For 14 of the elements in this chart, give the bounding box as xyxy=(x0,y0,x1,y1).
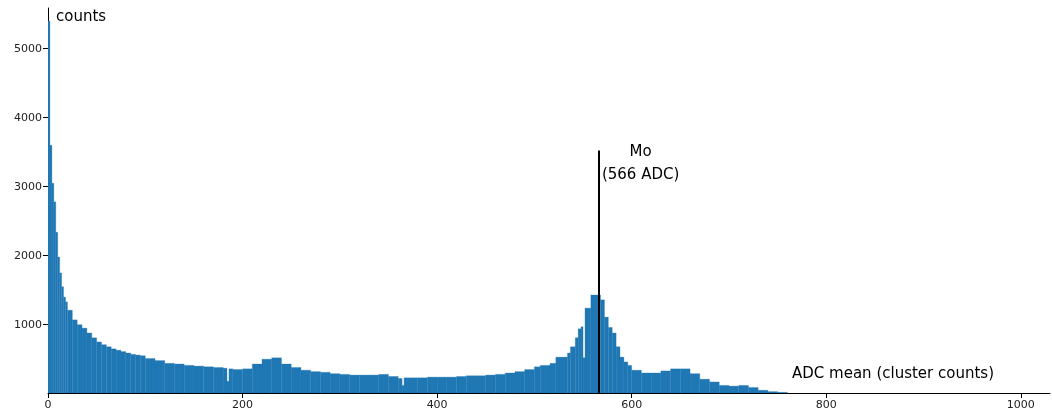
x-tick-label: 800 xyxy=(815,398,837,411)
x-tick-label: 200 xyxy=(232,398,254,411)
ref-line-label: Mo (566 ADC) xyxy=(601,141,680,183)
x-axis-title: ADC mean (cluster counts) xyxy=(792,363,994,382)
y-tick-label: 5000 xyxy=(14,41,42,55)
x-tick-label: 0 xyxy=(44,398,52,411)
x-tick-label: 400 xyxy=(426,398,448,411)
y-tick-label: 4000 xyxy=(14,110,42,124)
y-axis-title: counts xyxy=(56,6,107,25)
y-tick-label: 2000 xyxy=(14,248,42,262)
y-tick-label: 1000 xyxy=(14,317,42,331)
y-tick-label: 3000 xyxy=(14,179,42,193)
x-tick-label: 1000 xyxy=(1006,398,1035,411)
x-tick-label: 600 xyxy=(621,398,643,411)
